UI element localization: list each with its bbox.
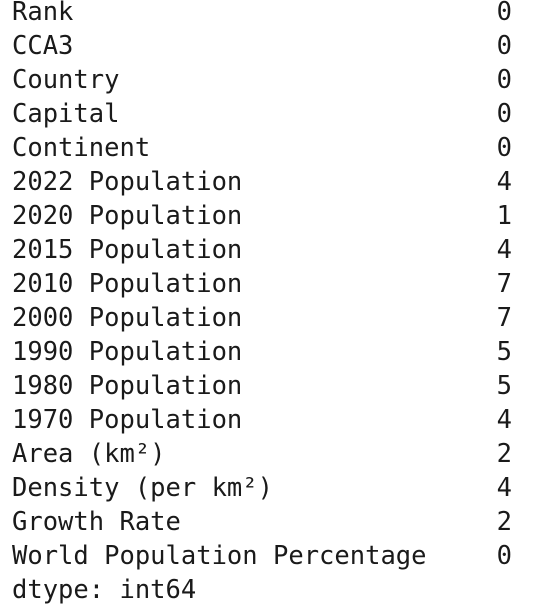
row-value: 4 (496, 235, 512, 265)
row-label: 1990 Population (12, 337, 243, 367)
row-label: Country (12, 65, 120, 95)
row-value: 0 (496, 65, 512, 95)
row-label: Continent (12, 133, 151, 163)
row-label: World Population Percentage (12, 541, 427, 571)
row-label: 2020 Population (12, 201, 243, 231)
row-value: 4 (496, 405, 512, 435)
row-label: 2000 Population (12, 303, 243, 333)
row-label: Area (km²) (12, 439, 166, 469)
row-value: 5 (496, 337, 512, 367)
row-value: 7 (496, 269, 512, 299)
row-value: 2 (496, 439, 512, 469)
row-value: 2 (496, 507, 512, 537)
row-value: 0 (496, 99, 512, 129)
row-value: 0 (496, 0, 512, 27)
row-value: 4 (496, 167, 512, 197)
row-label: Rank (12, 0, 74, 27)
row-value: 5 (496, 371, 512, 401)
dtype-line: dtype: int64 (12, 575, 197, 605)
row-label: Density (per km²) (12, 473, 273, 503)
row-label: 2010 Population (12, 269, 243, 299)
row-value: 4 (496, 473, 512, 503)
row-label: 1970 Population (12, 405, 243, 435)
row-value: 0 (496, 133, 512, 163)
row-value: 1 (496, 201, 512, 231)
row-label: 2022 Population (12, 167, 243, 197)
row-label: 2015 Population (12, 235, 243, 265)
row-label: Capital (12, 99, 120, 129)
row-value: 7 (496, 303, 512, 333)
row-label: CCA3 (12, 31, 74, 61)
row-label: 1980 Population (12, 371, 243, 401)
row-value: 0 (496, 31, 512, 61)
row-label: Growth Rate (12, 507, 181, 537)
row-value: 0 (496, 541, 512, 571)
